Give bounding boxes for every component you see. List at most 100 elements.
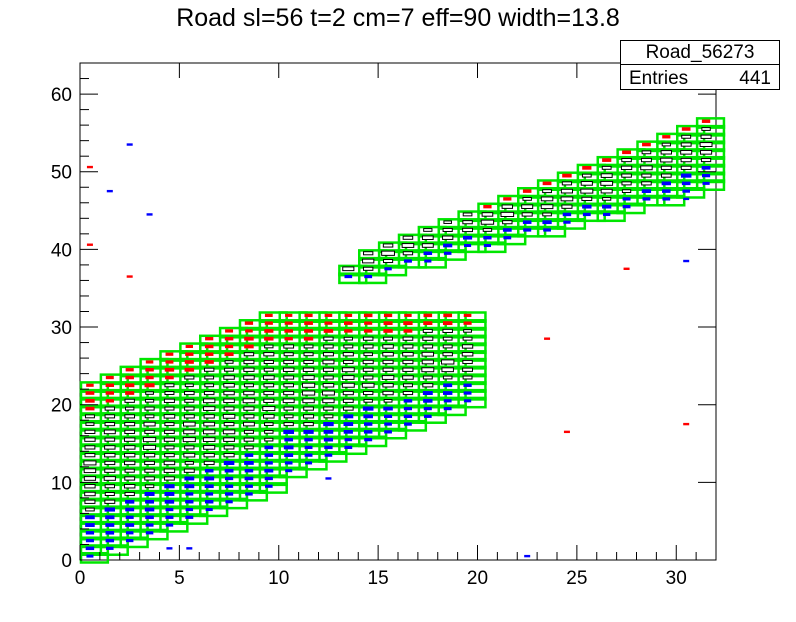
x-tick-label: 15 <box>368 568 389 589</box>
hit-marker <box>262 375 275 380</box>
hit-marker <box>125 383 135 388</box>
hit-marker <box>264 429 274 434</box>
hit-marker <box>204 344 214 349</box>
hit-marker <box>622 205 631 209</box>
hit-marker <box>185 515 194 519</box>
road-cell <box>656 194 686 207</box>
hit-marker <box>84 499 96 504</box>
hit-marker <box>85 538 94 543</box>
hit-marker <box>323 437 333 442</box>
road-cell <box>238 482 269 494</box>
hit-marker <box>600 180 614 186</box>
road-cell <box>139 528 169 541</box>
hit-marker <box>560 188 573 194</box>
hit-marker <box>84 445 96 450</box>
hit-marker <box>125 531 134 535</box>
hit-marker <box>442 321 453 326</box>
y-tick-label: 30 <box>51 318 72 339</box>
hit-marker <box>224 484 234 488</box>
road-cell <box>159 513 189 525</box>
hit-marker <box>344 329 353 333</box>
hit-marker <box>104 452 116 458</box>
hit-marker <box>105 391 115 395</box>
hit-marker <box>263 352 275 357</box>
hit-marker <box>145 360 154 364</box>
hit-marker <box>500 211 515 218</box>
hit-marker <box>263 390 275 396</box>
hit-marker <box>463 329 472 333</box>
hit-marker <box>622 197 631 201</box>
hit-marker <box>84 429 96 435</box>
road-cell <box>497 233 527 246</box>
hit-marker <box>124 429 136 434</box>
hit-marker <box>582 204 592 209</box>
hit-marker <box>244 461 254 465</box>
hit-marker <box>701 166 711 170</box>
road-cell <box>457 233 487 246</box>
hit-marker <box>105 531 115 535</box>
hit-marker <box>203 398 216 404</box>
road-cell <box>477 241 507 254</box>
hit-marker <box>264 344 274 349</box>
hit-marker <box>301 382 316 388</box>
hit-marker <box>344 313 353 317</box>
hit-marker <box>641 189 652 194</box>
hit-marker <box>145 515 154 520</box>
outlier-hit <box>146 213 153 216</box>
hit-marker <box>143 421 156 427</box>
hit-marker <box>283 375 295 380</box>
hit-marker <box>224 360 234 364</box>
hit-marker <box>164 422 175 427</box>
hit-marker <box>642 197 651 201</box>
hit-marker <box>363 422 373 426</box>
hit-marker <box>303 344 314 349</box>
hit-marker <box>144 406 155 411</box>
hit-marker <box>402 235 414 240</box>
road-cell <box>377 404 408 417</box>
hit-marker <box>183 468 195 473</box>
outlier-hit <box>623 267 630 270</box>
x-tick-label: 25 <box>566 568 587 589</box>
hit-marker <box>164 445 175 450</box>
hit-marker <box>483 243 492 248</box>
hit-marker <box>284 321 293 325</box>
hit-marker <box>661 142 671 147</box>
hit-marker <box>323 344 334 349</box>
road-cell <box>139 357 169 370</box>
hit-marker <box>85 422 95 426</box>
hit-marker <box>422 375 433 380</box>
hit-marker <box>463 399 472 403</box>
hit-marker <box>203 421 216 427</box>
hit-marker <box>462 235 473 240</box>
hit-marker <box>364 274 373 279</box>
road-cell <box>437 396 467 409</box>
hit-marker <box>542 189 552 194</box>
hit-marker <box>680 142 692 147</box>
hit-marker <box>224 336 234 341</box>
hit-marker <box>384 430 392 434</box>
hit-marker <box>223 375 235 380</box>
hit-marker <box>145 523 154 527</box>
hit-marker <box>382 390 394 396</box>
hit-marker <box>563 220 571 224</box>
hit-marker <box>342 390 354 396</box>
hit-marker <box>103 429 116 435</box>
hit-marker <box>163 398 175 403</box>
hit-marker <box>441 367 454 373</box>
road-cell <box>437 241 467 254</box>
road-cell <box>79 551 110 564</box>
road-cell <box>218 489 249 502</box>
road-cell <box>218 482 249 494</box>
hit-marker <box>104 484 115 489</box>
hit-marker <box>264 336 274 341</box>
outlier-hit <box>345 430 352 434</box>
hit-marker <box>561 181 573 186</box>
road-cell <box>437 404 467 417</box>
hit-marker <box>143 444 157 450</box>
hit-marker <box>283 414 294 419</box>
hit-marker <box>165 507 174 512</box>
road-cell <box>258 311 288 324</box>
axis-layer: 0 5 10 15 20 25 30 0 10 20 30 40 50 60 <box>51 62 717 589</box>
road-cell <box>278 458 308 471</box>
road-cell <box>298 443 328 456</box>
